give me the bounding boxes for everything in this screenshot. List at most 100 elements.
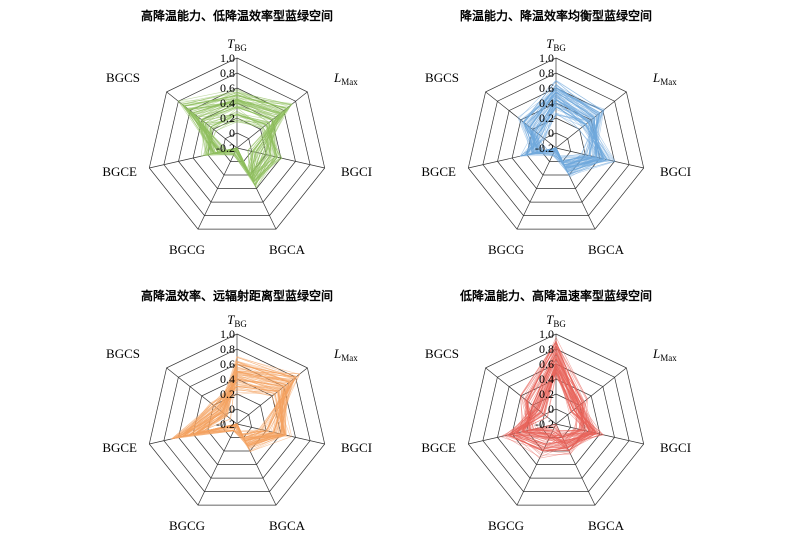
grid-ring <box>163 348 311 492</box>
axis-label: BGCI <box>660 440 691 455</box>
axis-label: BGCS <box>425 346 459 361</box>
axis-label: BGCS <box>106 70 140 85</box>
series-line <box>170 388 286 443</box>
tick-label: 0 <box>229 126 235 140</box>
axis-spoke <box>197 423 238 506</box>
radar-panel-3: 高降温效率、远辐射距离型蓝绿空间 1.00.80.60.40.20-0.2 TBG L… <box>102 288 372 533</box>
tick-label: 1.0 <box>220 51 235 65</box>
axis-label-sub: Max <box>341 353 358 363</box>
panel-title: 低降温能力、高降温速率型蓝绿空间 <box>459 288 652 303</box>
axis-label-sub: Max <box>341 77 358 87</box>
tick-label: 0.2 <box>220 111 235 125</box>
tick-label: 0.8 <box>539 342 554 356</box>
tick-label: 0 <box>229 402 235 416</box>
grid-ring <box>497 87 615 203</box>
axis-label: BGCE <box>421 164 456 179</box>
grid-ring <box>178 87 296 203</box>
axis-label: BGCG <box>488 518 524 533</box>
tick-label: 0.6 <box>539 81 554 95</box>
series-line-4 <box>525 106 609 173</box>
axis-label: BGCA <box>269 242 306 257</box>
tick-label: 0.2 <box>539 111 554 125</box>
axis-label: BGCG <box>169 242 205 257</box>
series-line <box>192 100 281 173</box>
radar-panel-1: 高降温能力、低降温效率型蓝绿空间 1.00.80.60.40.20-0.2 TBG L… <box>102 8 372 257</box>
series-line <box>518 365 600 451</box>
axis-label-main: L <box>333 346 341 361</box>
axis-label-main: L <box>333 70 341 85</box>
tick-label: 0.8 <box>220 66 235 80</box>
series-line <box>522 342 588 436</box>
grid-ring <box>207 117 267 176</box>
panel-title: 降温能力、降温效率均衡型蓝绿空间 <box>460 8 652 23</box>
axis-label-sub: BG <box>234 43 247 53</box>
series-line <box>185 389 283 440</box>
tick-label: 0.8 <box>539 66 554 80</box>
axis-spoke <box>516 147 557 230</box>
axis-label: BGCS <box>106 346 140 361</box>
axis-label-sub: BG <box>553 319 566 329</box>
tick-label: 0.4 <box>220 372 235 386</box>
grid-ring <box>148 57 326 230</box>
axis-label: BGCI <box>341 164 372 179</box>
axis-label-sub: BG <box>553 43 566 53</box>
axis-label: BGCE <box>102 164 137 179</box>
series-line <box>504 370 591 450</box>
axis-label-main: L <box>652 70 660 85</box>
axis-label: TBG <box>227 312 247 329</box>
tick-label: 0.6 <box>220 357 235 371</box>
series-line-4 <box>207 113 278 183</box>
tick-label: -0.2 <box>535 417 554 431</box>
axis-label: BGCG <box>488 242 524 257</box>
series-line <box>520 366 602 441</box>
series-line <box>528 357 597 451</box>
axis-label: BGCA <box>269 518 306 533</box>
tick-label: -0.2 <box>535 141 554 155</box>
axis-label-sub: Max <box>660 353 677 363</box>
grid-ring <box>467 333 645 506</box>
axis-label-main: L <box>652 346 660 361</box>
tick-label: 1.0 <box>220 327 235 341</box>
axis-label: BGCI <box>660 164 691 179</box>
series-line-1 <box>522 351 590 445</box>
axis-label: BGCS <box>425 70 459 85</box>
tick-label: -0.2 <box>216 141 235 155</box>
radar-panel-4: 低降温能力、高降温速率型蓝绿空间 1.00.80.60.40.20-0.2 TBG L… <box>421 288 691 533</box>
tick-label: 0.8 <box>220 342 235 356</box>
tick-label: 0.2 <box>539 387 554 401</box>
tick-label: 0.4 <box>220 96 235 110</box>
tick-label: 0 <box>548 126 554 140</box>
panel-title: 高降温效率、远辐射距离型蓝绿空间 <box>141 288 333 303</box>
grid-ring <box>222 132 252 162</box>
grid-ring <box>541 132 571 162</box>
tick-label: 0.6 <box>539 357 554 371</box>
tick-label: 0 <box>548 402 554 416</box>
axis-label: LMax <box>652 346 677 363</box>
grid-ring <box>148 333 326 506</box>
grid-ring <box>482 348 630 492</box>
tick-label: 1.0 <box>539 51 554 65</box>
axis-label-main: T <box>227 312 235 327</box>
axis-label: BGCA <box>588 242 625 257</box>
axis-label-main: T <box>546 36 554 51</box>
series-line-4 <box>178 385 286 447</box>
grid-ring <box>467 57 645 230</box>
axis-label-main: T <box>546 312 554 327</box>
tick-label: 0.2 <box>220 387 235 401</box>
tick-label: 0.4 <box>539 372 554 386</box>
grid-ring <box>482 72 630 216</box>
axis-label: BGCG <box>169 518 205 533</box>
axis-spoke <box>197 147 238 230</box>
tick-label: 0.4 <box>539 96 554 110</box>
radar-panel-2: 降温能力、降温效率均衡型蓝绿空间 1.00.80.60.40.20-0.2 TBG L… <box>421 8 691 257</box>
tick-label: 1.0 <box>539 327 554 341</box>
tick-label: 0.6 <box>220 81 235 95</box>
series-line-2 <box>514 362 598 445</box>
axis-label: LMax <box>333 70 358 87</box>
axis-label: TBG <box>546 36 566 53</box>
axis-label: BGCI <box>341 440 372 455</box>
axis-label: BGCE <box>421 440 456 455</box>
tick-label: -0.2 <box>216 417 235 431</box>
grid-ring <box>511 378 601 465</box>
